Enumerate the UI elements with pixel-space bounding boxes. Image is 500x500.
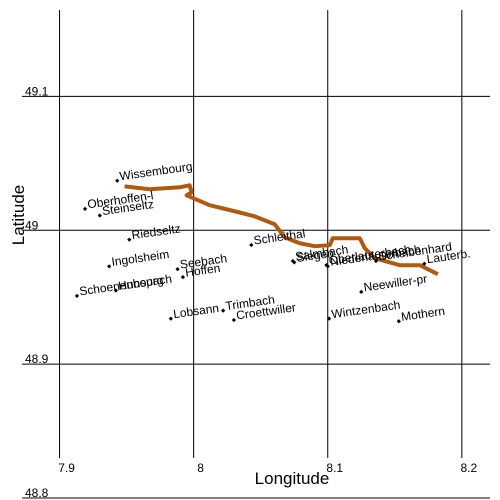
y-tick-label: 48.8 (25, 486, 49, 500)
town-label: Mothern (400, 304, 446, 324)
y-tick-label: 49 (25, 218, 39, 232)
town-marker (175, 266, 180, 272)
town-marker (249, 242, 254, 248)
town-marker (292, 260, 297, 265)
x-axis-label: Longitude (255, 469, 330, 488)
town-label: Lauterb. (426, 246, 472, 266)
y-tick-label: 48.9 (25, 352, 49, 366)
x-tick-label: 8.1 (326, 461, 343, 475)
x-tick-label: 8 (197, 461, 204, 475)
town-label: Trimbach (225, 292, 276, 313)
town-label: Siegen (296, 246, 335, 265)
town-marker (168, 316, 173, 321)
town-marker (325, 264, 330, 269)
border-line (124, 183, 439, 276)
x-tick-label: 8.2 (460, 461, 477, 475)
town-marker (396, 319, 401, 324)
town-marker (115, 178, 120, 183)
town-label: Neewiller-pr (363, 272, 428, 295)
town-label: Lobsann (172, 301, 220, 321)
town-label: Wissembourg (119, 159, 194, 183)
town-marker (359, 289, 364, 294)
town-marker (82, 206, 88, 211)
town-marker (107, 264, 112, 269)
town-label: Hunspach (117, 272, 172, 293)
town-marker (231, 317, 236, 323)
town-marker (326, 316, 332, 321)
town-label: Hoffen (184, 261, 221, 280)
y-tick-label: 49.1 (25, 84, 49, 98)
town-marker (127, 237, 132, 242)
town-marker (97, 213, 102, 218)
y-axis-label: Latitude (9, 185, 28, 246)
town-label: Ingolsheim (111, 247, 170, 269)
town-label: Riedseltz (131, 221, 182, 242)
town-marker (74, 293, 80, 298)
town-marker (373, 258, 379, 264)
town-marker (422, 261, 427, 266)
town-label: Seebach (179, 251, 228, 271)
town-label: Wintzenbach (331, 298, 402, 322)
town-marker (180, 274, 186, 280)
town-marker (221, 308, 226, 313)
x-tick-label: 7.9 (58, 461, 75, 475)
